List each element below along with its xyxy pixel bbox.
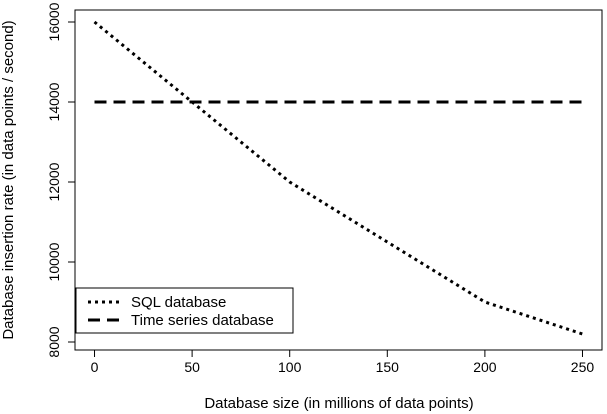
plot-frame — [74, 9, 603, 351]
x-tick-label: 100 — [278, 359, 302, 375]
x-tick-label: 0 — [91, 359, 99, 375]
y-axis-label: Database insertion rate (in data points … — [0, 20, 17, 339]
x-tick-label: 250 — [571, 359, 595, 375]
legend-label-tsdb: Time series database — [131, 312, 274, 329]
x-axis: 0 50 100 150 200 250 — [91, 350, 595, 375]
x-tick-label: 50 — [184, 359, 200, 375]
y-tick-label: 12000 — [46, 162, 62, 201]
y-tick-label: 10000 — [46, 242, 62, 281]
legend-label-sql: SQL database — [131, 294, 226, 311]
x-tick-label: 150 — [376, 359, 400, 375]
series-line-0 — [93, 20, 583, 336]
legend: SQL database Time series database — [75, 287, 294, 334]
y-tick-label: 8000 — [46, 326, 62, 357]
legend-box — [75, 287, 294, 334]
x-tick-label: 200 — [473, 359, 497, 375]
y-axis: 8000 10000 12000 14000 16000 — [46, 2, 75, 358]
y-tick-label: 14000 — [46, 82, 62, 121]
x-axis-label: Database size (in millions of data point… — [204, 395, 473, 412]
y-tick-label: 16000 — [46, 2, 62, 41]
series-layer — [93, 20, 583, 336]
